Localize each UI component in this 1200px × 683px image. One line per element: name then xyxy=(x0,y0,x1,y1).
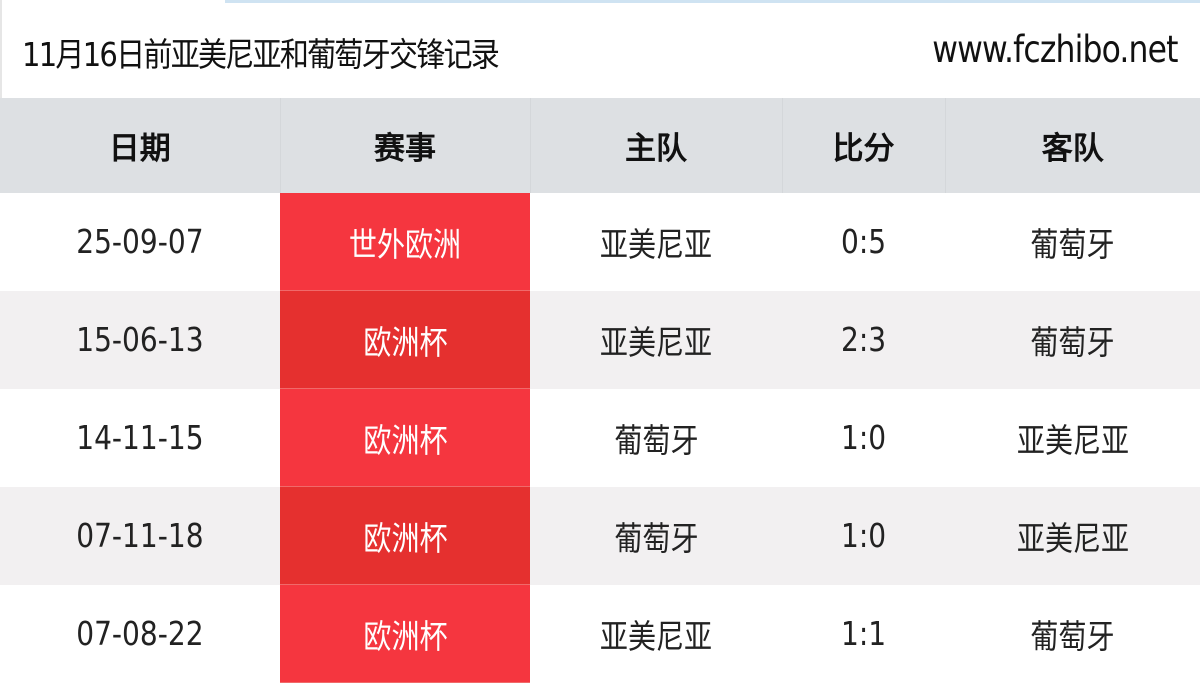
table-row: 25-09-07 世外欧洲 亚美尼亚 0:5 葡萄牙 xyxy=(0,193,1200,291)
table-row: 15-06-13 欧洲杯 亚美尼亚 2:3 葡萄牙 xyxy=(0,290,1200,389)
table-row: 07-08-22 欧洲杯 亚美尼亚 1:1 葡萄牙 xyxy=(0,584,1200,683)
score-text: 1:0 xyxy=(840,418,887,457)
date-cell: 07-11-18 xyxy=(0,486,280,585)
date-cell: 25-09-07 xyxy=(0,193,280,291)
title-bar: 11月16日前亚美尼亚和葡萄牙交锋记录 www.fczhibo.net xyxy=(0,0,1200,98)
column-header-competition: 赛事 xyxy=(280,98,531,193)
away-cell: 葡萄牙 xyxy=(945,585,1200,683)
score-text: 1:1 xyxy=(840,614,887,653)
left-border xyxy=(0,0,2,98)
table-header: 日期 赛事 主队 比分 客队 xyxy=(0,98,1200,193)
competition-text: 欧洲杯 xyxy=(362,420,448,460)
competition-text: 欧洲杯 xyxy=(362,322,448,362)
away-text: 葡萄牙 xyxy=(1030,616,1115,656)
top-border xyxy=(225,0,1200,3)
home-text: 葡萄牙 xyxy=(613,518,699,558)
competition-cell: 欧洲杯 xyxy=(280,388,530,487)
away-cell: 葡萄牙 xyxy=(945,193,1200,291)
column-header-away: 客队 xyxy=(945,98,1200,193)
competition-text: 欧洲杯 xyxy=(362,616,448,656)
date-text: 14-11-15 xyxy=(76,418,204,457)
score-text: 0:5 xyxy=(840,222,887,262)
away-text: 亚美尼亚 xyxy=(1016,420,1129,460)
away-text: 亚美尼亚 xyxy=(1016,518,1129,558)
home-cell: 亚美尼亚 xyxy=(530,290,782,389)
competition-cell: 世外欧洲 xyxy=(280,193,530,291)
competition-cell: 欧洲杯 xyxy=(280,290,530,389)
table-row: 14-11-15 欧洲杯 葡萄牙 1:0 亚美尼亚 xyxy=(0,388,1200,487)
home-cell: 葡萄牙 xyxy=(530,389,782,487)
home-cell: 葡萄牙 xyxy=(530,486,782,585)
score-text: 2:3 xyxy=(840,320,887,359)
score-text: 1:0 xyxy=(840,516,887,555)
score-cell: 1:0 xyxy=(782,389,945,487)
date-text: 07-08-22 xyxy=(76,614,204,653)
page-title: 11月16日前亚美尼亚和葡萄牙交锋记录 xyxy=(22,35,500,74)
home-cell: 亚美尼亚 xyxy=(530,193,782,291)
column-header-home: 主队 xyxy=(530,98,783,193)
competition-cell: 欧洲杯 xyxy=(280,486,530,585)
date-cell: 14-11-15 xyxy=(0,389,280,487)
score-cell: 0:5 xyxy=(782,193,945,291)
table-row: 07-11-18 欧洲杯 葡萄牙 1:0 亚美尼亚 xyxy=(0,486,1200,585)
away-text: 葡萄牙 xyxy=(1030,224,1115,264)
competition-cell: 欧洲杯 xyxy=(280,584,530,683)
score-cell: 1:0 xyxy=(782,486,945,585)
home-text: 亚美尼亚 xyxy=(599,224,713,264)
away-cell: 亚美尼亚 xyxy=(945,389,1200,487)
away-text: 葡萄牙 xyxy=(1030,322,1115,362)
home-text: 葡萄牙 xyxy=(613,420,699,460)
date-text: 15-06-13 xyxy=(76,320,204,359)
date-text: 25-09-07 xyxy=(76,222,204,262)
home-text: 亚美尼亚 xyxy=(599,616,713,656)
head-to-head-table: 日期 赛事 主队 比分 客队 25-09-07 世外欧洲 亚美尼亚 0:5 葡萄… xyxy=(0,98,1200,683)
column-header-date: 日期 xyxy=(0,98,281,193)
competition-text: 欧洲杯 xyxy=(362,518,448,558)
date-text: 07-11-18 xyxy=(76,516,204,555)
site-url: www.fczhibo.net xyxy=(932,28,1179,71)
home-text: 亚美尼亚 xyxy=(599,322,713,362)
away-cell: 葡萄牙 xyxy=(945,290,1200,389)
column-header-score: 比分 xyxy=(782,98,946,193)
score-cell: 1:1 xyxy=(782,585,945,683)
date-cell: 07-08-22 xyxy=(0,585,280,683)
away-cell: 亚美尼亚 xyxy=(945,486,1200,585)
date-cell: 15-06-13 xyxy=(0,290,280,389)
competition-text: 世外欧洲 xyxy=(348,224,462,264)
score-cell: 2:3 xyxy=(782,290,945,389)
home-cell: 亚美尼亚 xyxy=(530,585,782,683)
